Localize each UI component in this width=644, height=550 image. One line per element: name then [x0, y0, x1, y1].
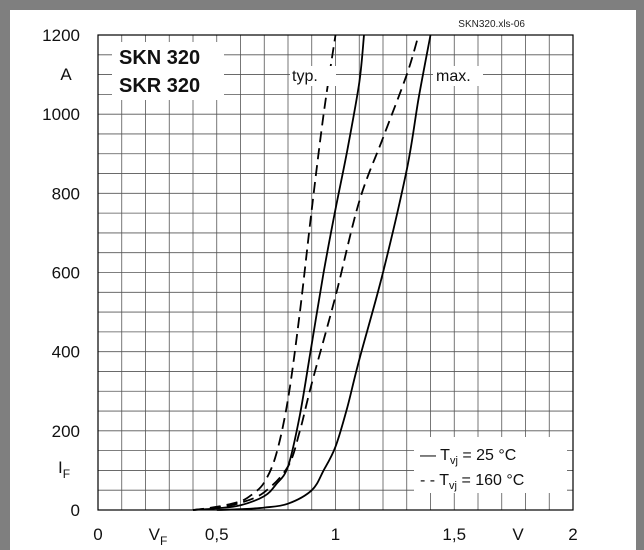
y-axis-unit: A	[60, 65, 72, 84]
y-tick-label: 0	[71, 501, 80, 520]
max-annotation: max.	[433, 66, 483, 86]
product-line-1: SKN 320	[119, 47, 200, 69]
x-tick-label: 2	[568, 525, 577, 544]
y-tick-label: 400	[52, 343, 80, 362]
y-tick-label: 600	[52, 264, 80, 283]
series-line-typ-solid	[192, 34, 365, 511]
typ-annotation: typ.	[290, 66, 336, 86]
curves-layer	[192, 34, 432, 511]
x-tick-label: 1,5	[442, 525, 466, 544]
svg-text:typ.: typ.	[292, 68, 318, 85]
y-tick-label: 800	[52, 184, 80, 203]
plot-border	[97, 34, 574, 511]
x-axis-ticks: 0 0,5 1 1,5 2	[93, 525, 577, 544]
x-axis-unit: V	[512, 525, 524, 544]
legend-entry-25c: — Tvj = 25 °C	[420, 447, 516, 467]
y-tick-label: 200	[52, 422, 80, 441]
series-line-typ-dashed	[192, 34, 337, 511]
source-tag: SKN320.xls-06	[458, 19, 525, 30]
legend: — Tvj = 25 °C - - Tvj = 160 °C	[414, 437, 567, 493]
product-line-2: SKR 320	[119, 75, 200, 97]
y-axis-symbol: IF	[58, 458, 70, 481]
series-line-max-solid	[216, 34, 432, 511]
svg-text:max.: max.	[436, 68, 471, 85]
y-axis-ticks: 0 200 400 600 800 1000 1200	[42, 26, 80, 520]
x-tick-label: 1	[331, 525, 340, 544]
x-tick-label: 0	[93, 525, 102, 544]
y-tick-label: 1000	[42, 105, 80, 124]
series-line-max-dashed	[192, 34, 420, 511]
y-tick-label: 1200	[42, 26, 80, 45]
product-label-box: SKN 320 SKR 320	[112, 42, 224, 100]
x-axis-symbol: VF	[149, 525, 168, 548]
legend-box	[414, 437, 567, 493]
x-tick-label: 0,5	[205, 525, 229, 544]
legend-entry-160c: - - Tvj = 160 °C	[420, 472, 524, 492]
